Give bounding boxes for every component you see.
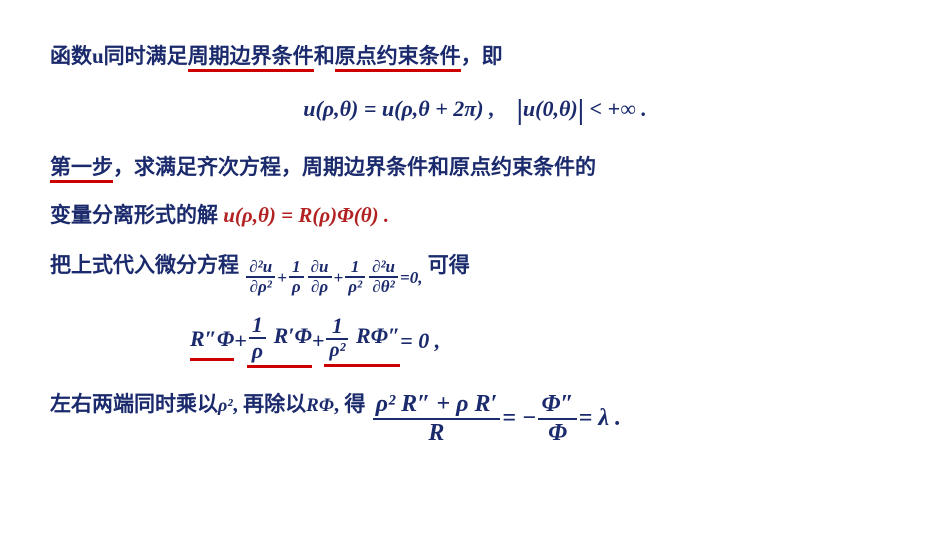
eq2-plus2: + — [312, 323, 325, 358]
eq2-f2: 1 ρ² — [326, 314, 348, 362]
pde-plus1: + — [277, 264, 287, 291]
line-3: 把上式代入微分方程 ∂²u ∂ρ² + 1 ρ ∂u ∂ρ + 1 ρ² ∂²u… — [50, 249, 900, 297]
eq2-block: R″Φ + 1 ρ R′Φ + 1 ρ² RΦ″ = 0 , — [190, 313, 440, 368]
l2b-formula: u(ρ,θ) = R(ρ)Φ(θ) . — [223, 203, 389, 227]
line-2b: 变量分离形式的解 u(ρ,θ) = R(ρ)Φ(θ) . — [50, 199, 900, 233]
pde-t1: ∂²u ∂ρ² — [246, 258, 275, 297]
eq2-t2-text: R′Φ — [274, 323, 312, 348]
eq3-mid: = − — [502, 399, 536, 437]
pde: ∂²u ∂ρ² + 1 ρ ∂u ∂ρ + 1 ρ² ∂²u ∂θ² =0, — [244, 258, 422, 297]
line-4: 左右两端同时乘以ρ², 再除以RΦ, 得 ρ² R″ + ρ R′ R = − … — [50, 388, 900, 446]
pde-eq: =0, — [400, 264, 422, 291]
eq1-lhs: u(ρ,θ) = u(ρ,θ + 2π) , — [303, 96, 494, 121]
l1-origin: 原点约束条件 — [335, 44, 461, 72]
pde-t3a: 1 ρ² — [345, 258, 365, 297]
l4-p3: , 得 — [334, 392, 371, 416]
l2b-text: 变量分离形式的解 — [50, 203, 223, 227]
equation-3: ρ² R″ + ρ R′ R = − Φ″ Φ = λ . — [371, 391, 621, 446]
line-1: 函数u同时满足周期边界条件和原点约束条件，即 — [50, 40, 900, 74]
equation-1: u(ρ,θ) = u(ρ,θ + 2π) , |u(0,θ)| < +∞ . — [50, 88, 900, 134]
l4-rho2: ρ² — [218, 395, 233, 415]
pde-t2b: ∂u ∂ρ — [308, 258, 332, 297]
eq2-rhs: = 0 , — [400, 323, 440, 358]
pde-plus2: + — [334, 264, 344, 291]
eq2-term2: 1 ρ R′Φ — [247, 313, 312, 368]
eq2-t1: R″Φ — [190, 321, 234, 361]
l1-prefix: 函数u同时满足 — [50, 44, 188, 68]
pde-t2a: 1 ρ — [289, 258, 304, 297]
eq3-f1: ρ² R″ + ρ R′ R — [373, 391, 501, 446]
l2-text1: ，求满足齐次方程，周期边界条件和原点约束条件的 — [113, 155, 596, 179]
eq1-rhs: < +∞ . — [590, 96, 647, 121]
eq2-term3: 1 ρ² RΦ″ — [324, 314, 400, 367]
l1-periodic: 周期边界条件 — [188, 44, 314, 72]
eq3-rhs: = λ . — [579, 399, 621, 437]
eq1-abs-inner: u(0,θ) — [523, 96, 578, 121]
eq2-f1: 1 ρ — [249, 313, 266, 363]
l3-prefix: 把上式代入微分方程 — [50, 253, 244, 277]
l2-step: 第一步 — [50, 155, 113, 183]
eq2-plus1: + — [234, 323, 247, 358]
equation-2: R″Φ + 1 ρ R′Φ + 1 ρ² RΦ″ = 0 , — [50, 313, 900, 368]
l1-suffix: ，即 — [461, 44, 503, 68]
l4-p2: , 再除以 — [233, 392, 307, 416]
l4-rphi: RΦ — [306, 395, 334, 416]
pde-t3b: ∂²u ∂θ² — [369, 258, 398, 297]
eq2-t3-text: RΦ″ — [356, 323, 400, 348]
l4-p1: 左右两端同时乘以 — [50, 392, 218, 416]
eq3-f2: Φ″ Φ — [538, 391, 576, 446]
line-2: 第一步，求满足齐次方程，周期边界条件和原点约束条件的 — [50, 151, 900, 185]
l3-suffix: 可得 — [428, 253, 470, 277]
eq1-abs-close: | — [578, 95, 584, 126]
l1-mid: 和 — [314, 44, 335, 68]
